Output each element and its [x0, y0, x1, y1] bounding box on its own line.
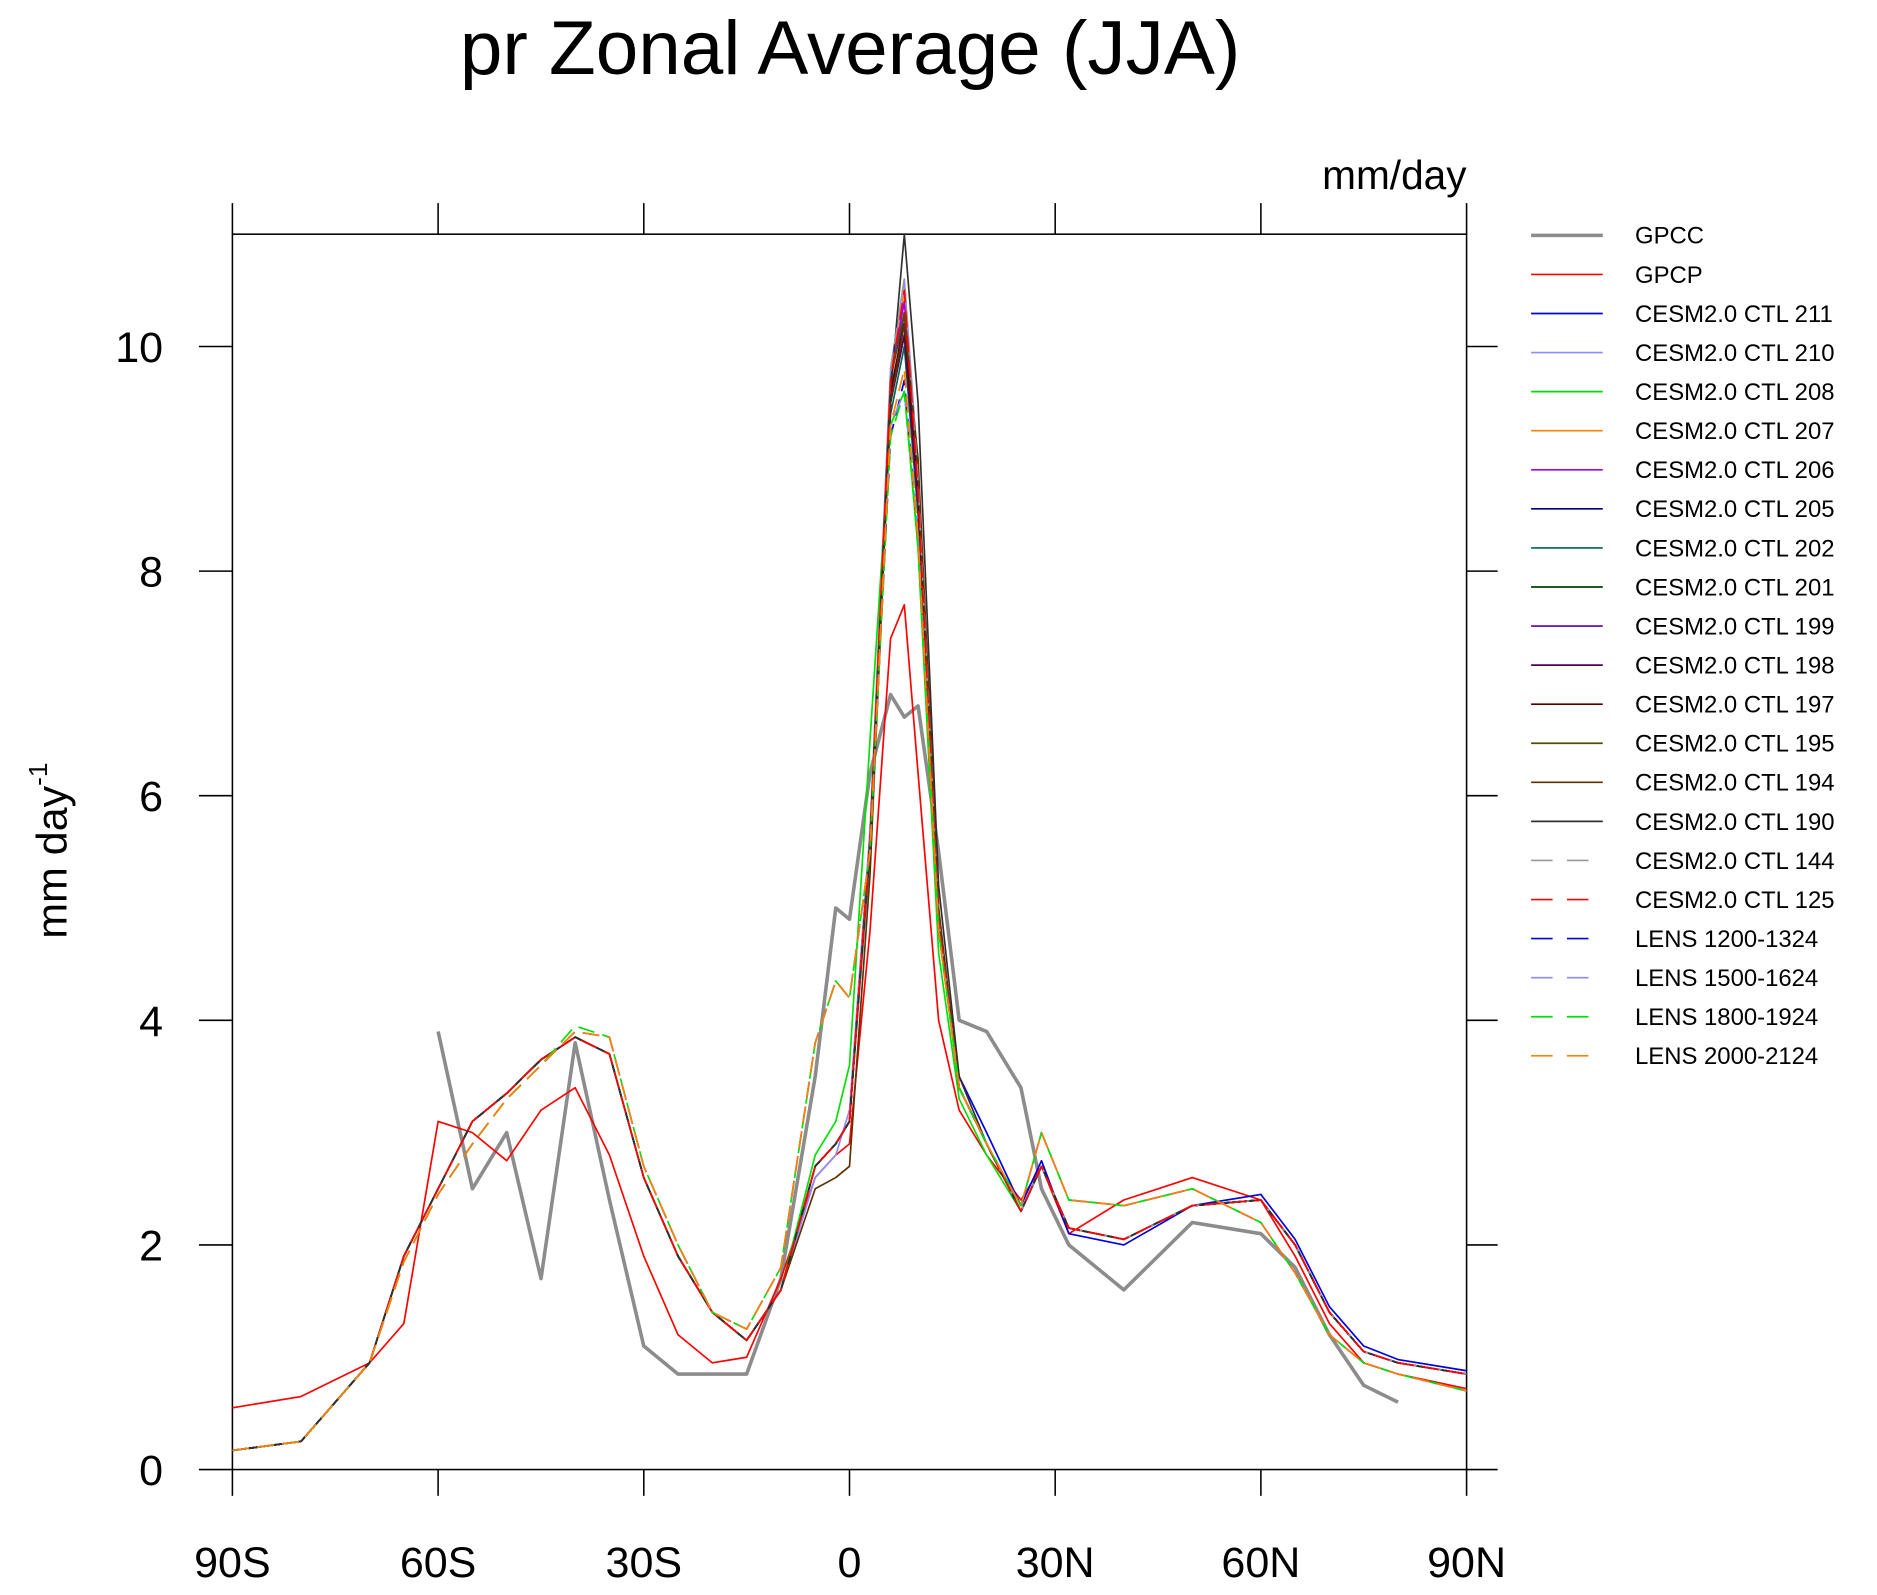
legend-label: CESM2.0 CTL 206 — [1635, 457, 1835, 484]
units-label: mm/day — [1322, 152, 1467, 198]
series-line — [232, 323, 1467, 1452]
y-axis-label-text: mm day — [28, 785, 76, 938]
x-tick-label: 60N — [1221, 1539, 1300, 1587]
legend-label: CESM2.0 CTL 205 — [1635, 496, 1835, 523]
legend-label: GPCC — [1635, 223, 1704, 250]
legend: GPCC GPCP CESM2.0 CTL 211 CESM2.0 CTL 210 CE… — [1531, 223, 1835, 1070]
legend-label: CESM2.0 CTL 208 — [1635, 379, 1835, 406]
legend-label: CESM2.0 CTL 195 — [1635, 731, 1835, 758]
legend-label: LENS 1200-1324 — [1635, 926, 1818, 953]
legend-label: CESM2.0 CTL 144 — [1635, 848, 1835, 875]
series-line — [232, 603, 1467, 1409]
plot-frame — [231, 233, 1468, 1471]
x-tick-label: 90N — [1427, 1539, 1506, 1587]
legend-label: CESM2.0 CTL 197 — [1635, 692, 1835, 719]
series-line — [232, 323, 1467, 1452]
series-line — [232, 311, 1467, 1452]
legend-label: CESM2.0 CTL 210 — [1635, 340, 1835, 367]
y-tick-label: 0 — [139, 1447, 163, 1495]
y-tick-label: 2 — [139, 1222, 163, 1270]
chart-title: pr Zonal Average (JJA) — [460, 6, 1240, 91]
y-tick-label: 8 — [139, 549, 163, 597]
legend-label: CESM2.0 CTL 201 — [1635, 574, 1835, 601]
series-line — [232, 234, 1467, 1452]
series-line — [232, 278, 1467, 1452]
x-tick-label: 90S — [194, 1539, 271, 1587]
legend-label: LENS 2000-2124 — [1635, 1043, 1818, 1070]
y-axis-label-superscript: -1 — [23, 763, 53, 786]
legend-label: CESM2.0 CTL 199 — [1635, 613, 1835, 640]
legend-label: CESM2.0 CTL 190 — [1635, 809, 1835, 836]
series-line — [436, 692, 1399, 1404]
x-tick-label: 60S — [400, 1539, 477, 1587]
series-line — [232, 278, 1467, 1452]
legend-label: CESM2.0 CTL 194 — [1635, 770, 1835, 797]
legend-label: CESM2.0 CTL 207 — [1635, 418, 1835, 445]
series-line — [232, 300, 1467, 1452]
legend-label: CESM2.0 CTL 198 — [1635, 652, 1835, 679]
series-line — [232, 289, 1467, 1452]
y-tick-label: 10 — [115, 324, 163, 372]
series-line — [232, 311, 1467, 1452]
y-tick-label: 6 — [139, 773, 163, 821]
series-line — [232, 368, 1467, 1452]
legend-label: LENS 1800-1924 — [1635, 1004, 1818, 1031]
x-tick-label: 0 — [838, 1539, 862, 1587]
legend-label: CESM2.0 CTL 202 — [1635, 535, 1835, 562]
x-tick-label: 30S — [606, 1539, 683, 1587]
x-tick-label: 30N — [1016, 1539, 1095, 1587]
legend-label: GPCP — [1635, 262, 1703, 289]
series-line — [232, 323, 1467, 1452]
y-axis-label: mm day-1 — [23, 763, 76, 939]
series-line — [232, 289, 1467, 1452]
legend-label: LENS 1500-1624 — [1635, 965, 1818, 992]
legend-label: CESM2.0 CTL 211 — [1635, 301, 1833, 328]
legend-label: CESM2.0 CTL 125 — [1635, 887, 1835, 914]
series-line — [232, 334, 1467, 1452]
lines — [232, 234, 1467, 1452]
ticks: 0 2 4 6 8 10 90S 60S 30S 0 30N 60N 90N — [115, 203, 1506, 1587]
series-line — [232, 323, 1467, 1452]
y-tick-label: 4 — [139, 998, 163, 1046]
series-line — [232, 345, 1467, 1452]
series-line — [232, 334, 1467, 1452]
